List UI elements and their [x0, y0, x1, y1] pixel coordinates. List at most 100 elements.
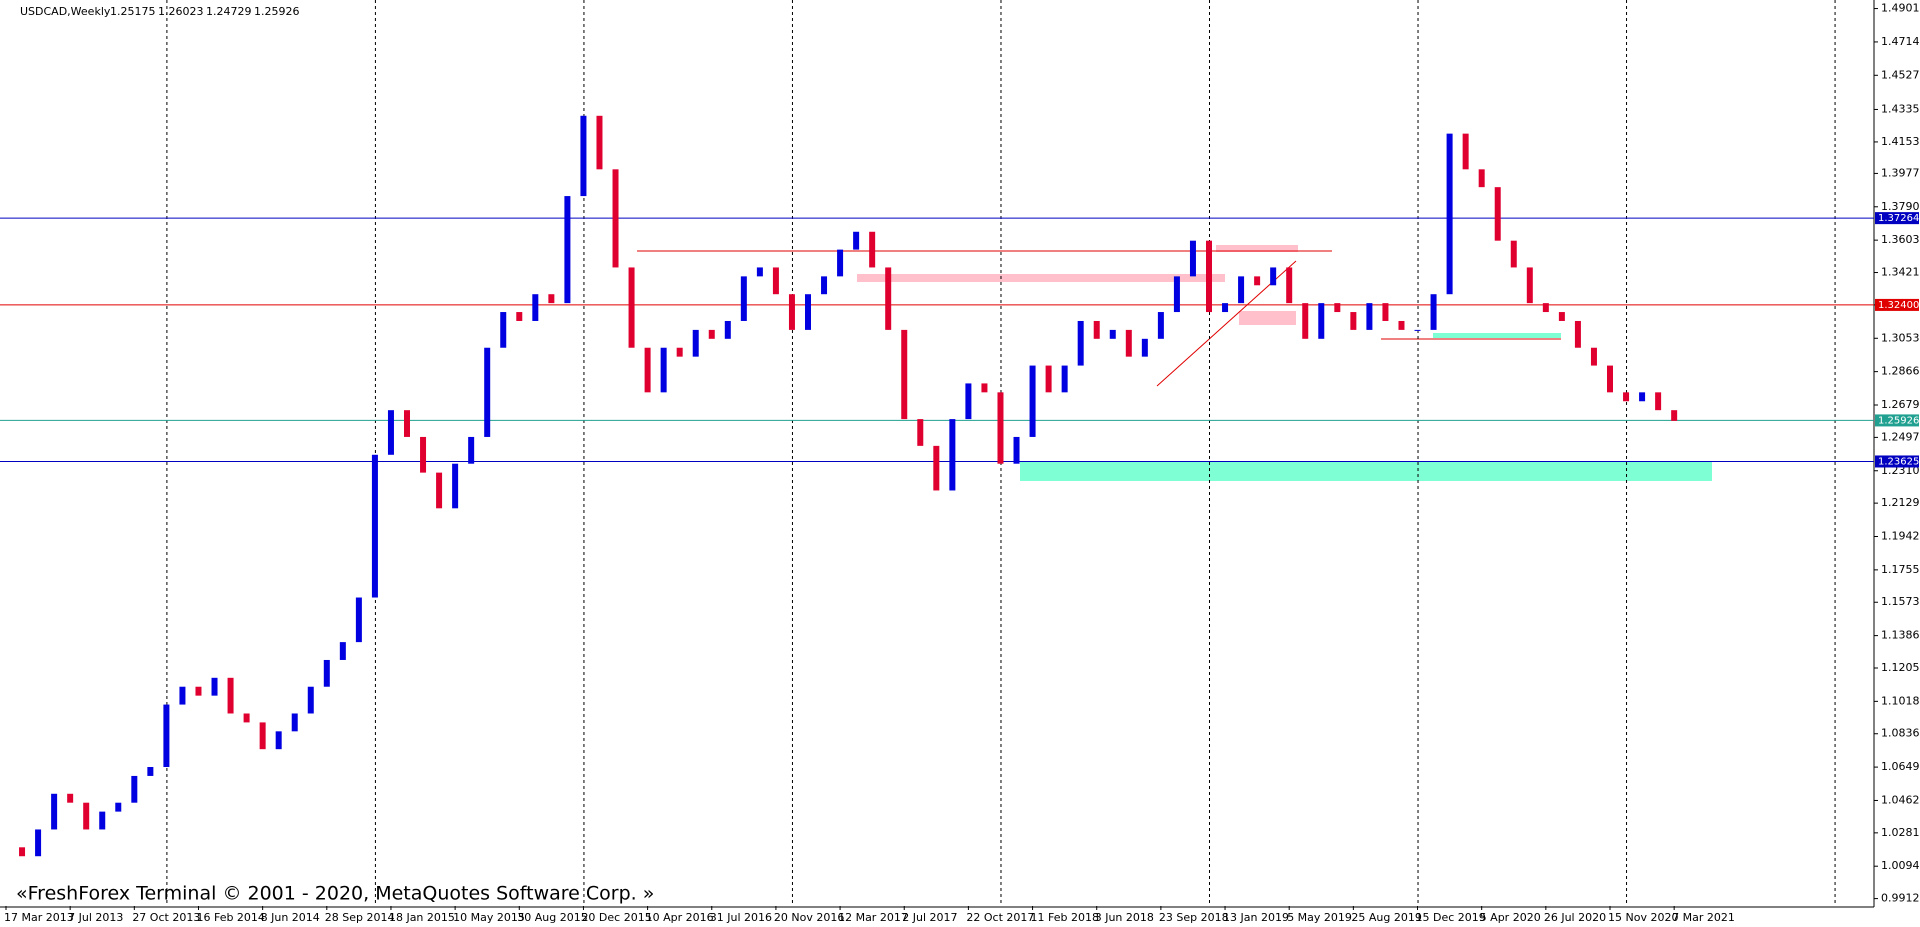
candle — [1446, 133, 1453, 295]
candle — [500, 312, 507, 348]
candle — [821, 276, 828, 295]
price-level-label: 1.32400 — [1878, 300, 1919, 311]
x-tick-label: 25 Aug 2019 — [1351, 911, 1421, 924]
y-tick-label: 1.47140 — [1881, 35, 1920, 48]
x-tick-label: 5 May 2019 — [1287, 911, 1352, 924]
y-tick-label: 0.99125 — [1881, 892, 1920, 905]
candle — [596, 115, 603, 170]
candle — [131, 775, 138, 803]
candle — [1077, 320, 1084, 366]
candle — [949, 419, 956, 491]
x-tick-label: 3 Jun 2018 — [1095, 911, 1154, 924]
support-zone — [1020, 462, 1712, 481]
candle — [1590, 347, 1597, 366]
candle — [1061, 365, 1068, 393]
symbol-title: USDCAD,Weekly — [20, 5, 111, 18]
price-level-box — [1875, 212, 1919, 225]
candle — [211, 677, 218, 696]
candle — [580, 115, 587, 197]
candle — [307, 686, 314, 714]
y-tick-label: 1.45270 — [1881, 68, 1920, 81]
candle — [917, 419, 924, 446]
candle — [1494, 187, 1501, 241]
y-tick-label: 1.39770 — [1881, 166, 1920, 179]
copyright: «FreshForex Terminal © 2001 - 2020, Meta… — [16, 883, 654, 905]
candle — [1206, 240, 1212, 313]
price-level-box — [1875, 298, 1919, 311]
candle — [99, 811, 106, 830]
candle — [1302, 303, 1309, 339]
x-tick-label: 10 Apr 2016 — [646, 911, 714, 924]
candle — [1430, 294, 1437, 330]
candle — [1607, 365, 1613, 393]
candle — [1254, 276, 1261, 286]
y-tick-label: 1.37900 — [1881, 200, 1920, 213]
candle — [1510, 240, 1517, 268]
candle — [404, 410, 410, 437]
candle — [436, 472, 443, 509]
candle — [805, 294, 811, 330]
candle — [115, 802, 122, 812]
candle — [1671, 410, 1678, 421]
candle — [997, 392, 1004, 464]
candle — [1157, 312, 1164, 339]
y-tick-label: 1.21290 — [1881, 496, 1920, 509]
candle — [243, 713, 250, 723]
y-tick-label: 1.26790 — [1881, 398, 1920, 411]
candle — [692, 329, 699, 357]
candle — [1382, 303, 1389, 321]
x-tick-label: 23 Sep 2018 — [1159, 911, 1229, 924]
candle — [1623, 392, 1630, 402]
candle — [1189, 240, 1196, 277]
candle — [724, 320, 731, 339]
x-tick-label: 26 Jul 2020 — [1544, 911, 1606, 924]
candle — [1173, 276, 1180, 313]
candle — [420, 436, 427, 473]
ohlc-value: 1.25175 — [110, 5, 156, 18]
candle — [628, 267, 635, 348]
y-tick-label: 1.36030 — [1881, 233, 1920, 246]
candle — [1366, 303, 1373, 330]
candle — [147, 767, 154, 776]
candle — [564, 196, 571, 304]
x-tick-label: 27 Oct 2013 — [132, 911, 200, 924]
candle — [532, 294, 539, 321]
candle — [452, 463, 459, 509]
candle — [676, 347, 683, 357]
candle — [1350, 312, 1357, 330]
candle — [885, 267, 892, 330]
candle — [516, 312, 523, 321]
candle — [275, 731, 282, 750]
support-zone — [1433, 333, 1561, 338]
y-tick-label: 1.06495 — [1881, 760, 1920, 773]
x-tick-label: 17 Mar 2013 — [4, 911, 74, 924]
candle — [740, 276, 747, 321]
candle — [901, 329, 908, 420]
candle — [853, 231, 860, 250]
candle — [1238, 276, 1245, 304]
candle — [195, 686, 202, 696]
candle — [1013, 436, 1020, 464]
candle — [323, 659, 330, 687]
x-tick-label: 16 Feb 2014 — [196, 911, 264, 924]
resistance-zone — [1216, 245, 1298, 252]
candle — [1655, 392, 1662, 411]
x-tick-label: 13 Jan 2019 — [1223, 911, 1289, 924]
price-level-box — [1875, 455, 1919, 468]
y-tick-label: 1.30530 — [1881, 331, 1920, 344]
candle — [163, 704, 170, 768]
candle — [1029, 365, 1036, 437]
y-tick-label: 1.49010 — [1881, 2, 1920, 15]
resistance-zone — [1239, 311, 1296, 325]
x-tick-label: 15 Dec 2019 — [1416, 911, 1486, 924]
candle — [387, 410, 394, 455]
candle — [83, 802, 90, 830]
candle — [1318, 303, 1325, 339]
y-tick-label: 1.24975 — [1881, 430, 1920, 443]
candle — [965, 383, 972, 420]
y-tick-label: 1.13865 — [1881, 629, 1920, 642]
x-tick-label: 31 Jul 2016 — [710, 911, 772, 924]
y-tick-label: 1.41535 — [1881, 135, 1920, 148]
candle — [1270, 267, 1277, 286]
